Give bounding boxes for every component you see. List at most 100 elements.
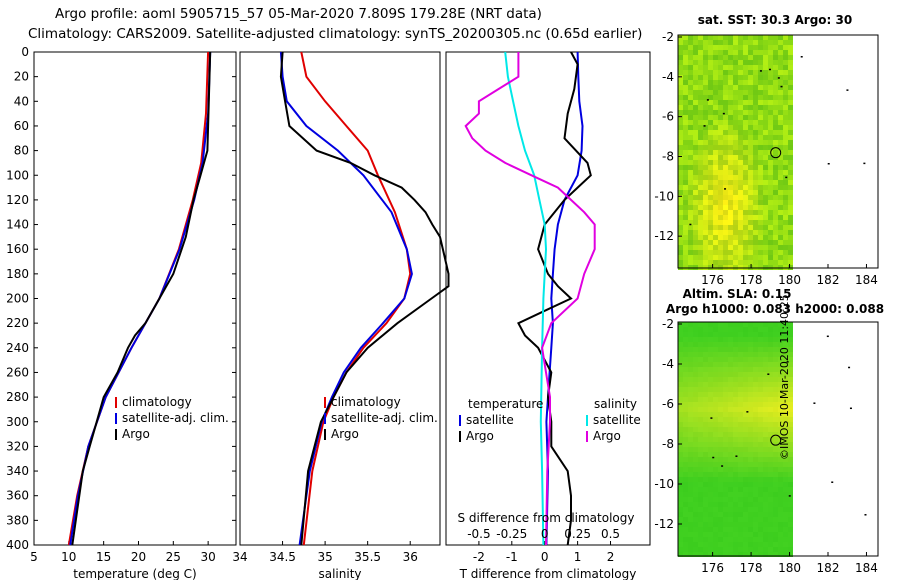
map-cell: [723, 100, 728, 105]
map-cell: [778, 512, 783, 517]
map-cell: [693, 60, 698, 65]
map-cell: [713, 412, 718, 417]
map-cell: [703, 205, 708, 210]
map-cell: [728, 50, 733, 55]
map-cell: [693, 387, 698, 392]
map-cell: [778, 507, 783, 512]
map-cell: [723, 507, 728, 512]
map-cell: [748, 362, 753, 367]
map-cell: [723, 250, 728, 255]
map-cell: [708, 150, 713, 155]
map-cell: [703, 472, 708, 477]
map-cell: [743, 150, 748, 155]
map-cell: [738, 337, 743, 342]
island-dot: [768, 68, 771, 71]
map-cell: [688, 487, 693, 492]
map-cell: [688, 462, 693, 467]
map-cell: [703, 367, 708, 372]
map-cell: [733, 537, 738, 542]
map-cell: [733, 190, 738, 195]
map-cell: [713, 250, 718, 255]
map-cell: [788, 502, 793, 507]
map-cell: [713, 125, 718, 130]
map-cell: [728, 502, 733, 507]
map-cell: [758, 422, 763, 427]
map-cell: [683, 145, 688, 150]
map-cell: [758, 437, 763, 442]
map-cell: [678, 225, 683, 230]
map-cell: [768, 417, 773, 422]
map-cell: [703, 397, 708, 402]
map-cell: [763, 372, 768, 377]
map-cell: [738, 412, 743, 417]
map-cell: [698, 80, 703, 85]
map-cell: [703, 130, 708, 135]
map-cell: [703, 180, 708, 185]
map-cell: [743, 255, 748, 260]
map-cell: [688, 180, 693, 185]
map-cell: [678, 95, 683, 100]
map-cell: [748, 45, 753, 50]
map-cell: [688, 80, 693, 85]
map-cell: [783, 352, 788, 357]
map-cell: [738, 417, 743, 422]
map-cell: [778, 442, 783, 447]
map-cell: [738, 50, 743, 55]
map-cell: [743, 205, 748, 210]
map-cell: [788, 542, 793, 547]
map-cell: [703, 70, 708, 75]
map-cell: [703, 532, 708, 537]
map-cell: [728, 357, 733, 362]
map-cell: [728, 427, 733, 432]
map-cell: [683, 482, 688, 487]
x-tick-label: 184: [855, 561, 878, 575]
map-cell: [723, 245, 728, 250]
map-cell: [758, 215, 763, 220]
map-cell: [698, 110, 703, 115]
map-cell: [733, 90, 738, 95]
map-cell: [753, 497, 758, 502]
map-cell: [708, 175, 713, 180]
map-cell: [688, 502, 693, 507]
map-cell: [738, 225, 743, 230]
map-cell: [698, 437, 703, 442]
map-cell: [743, 60, 748, 65]
map-cell: [748, 452, 753, 457]
map-cell: [708, 342, 713, 347]
map-cell: [773, 322, 778, 327]
map-cell: [788, 547, 793, 552]
map-cell: [768, 382, 773, 387]
map-cell: [738, 327, 743, 332]
map-cell: [783, 230, 788, 235]
map-cell: [743, 507, 748, 512]
map-cell: [718, 427, 723, 432]
map-cell: [703, 527, 708, 532]
map-cell: [703, 392, 708, 397]
y-tick-label: 220: [6, 316, 29, 330]
map-cell: [788, 507, 793, 512]
map-cell: [678, 417, 683, 422]
map-cell: [733, 487, 738, 492]
map-cell: [678, 437, 683, 442]
map-cell: [708, 387, 713, 392]
map-cell: [753, 80, 758, 85]
map-cell: [708, 502, 713, 507]
map-cell: [693, 200, 698, 205]
map-cell: [738, 155, 743, 160]
map-cell: [713, 200, 718, 205]
map-cell: [723, 155, 728, 160]
map-cell: [748, 477, 753, 482]
map-cell: [763, 230, 768, 235]
map-cell: [778, 382, 783, 387]
map-cell: [703, 502, 708, 507]
map-cell: [768, 100, 773, 105]
map-cell: [683, 347, 688, 352]
map-cell: [678, 40, 683, 45]
map-cell: [788, 407, 793, 412]
map-cell: [678, 200, 683, 205]
map-cell: [738, 472, 743, 477]
map-cell: [758, 377, 763, 382]
map-cell: [753, 155, 758, 160]
map-cell: [728, 362, 733, 367]
map-cell: [713, 140, 718, 145]
